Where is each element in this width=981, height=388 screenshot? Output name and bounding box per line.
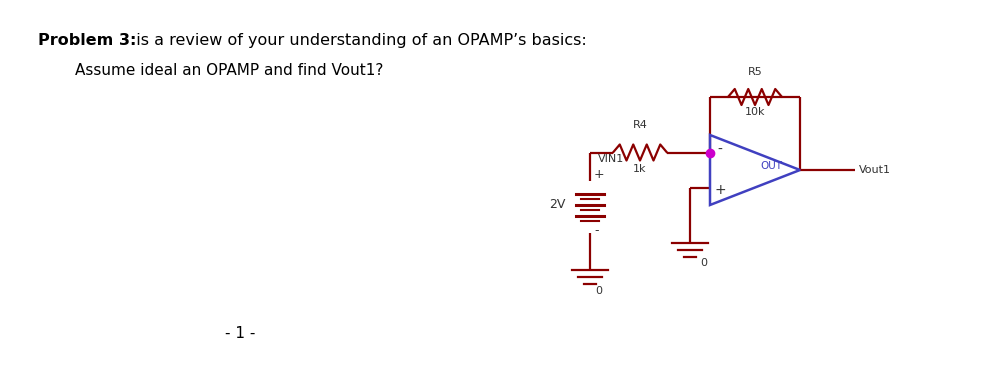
- Text: Problem 3:: Problem 3:: [38, 33, 136, 48]
- Text: 2V: 2V: [549, 199, 566, 211]
- Text: VIN1: VIN1: [598, 154, 624, 165]
- Text: OUT: OUT: [760, 161, 782, 171]
- Text: R5: R5: [748, 67, 762, 77]
- Text: +: +: [714, 184, 726, 197]
- Text: 0: 0: [595, 286, 602, 296]
- Text: -: -: [717, 142, 722, 156]
- Text: 10k: 10k: [745, 107, 765, 117]
- Text: 1k: 1k: [634, 165, 646, 175]
- Text: Vout1: Vout1: [859, 165, 891, 175]
- Text: - 1 -: - 1 -: [225, 326, 255, 341]
- Text: Assume ideal an OPAMP and find Vout1?: Assume ideal an OPAMP and find Vout1?: [75, 63, 384, 78]
- Text: +: +: [594, 168, 604, 181]
- Text: 0: 0: [700, 258, 707, 268]
- Text: R4: R4: [633, 121, 647, 130]
- Text: -: -: [594, 224, 598, 237]
- Text: is a review of your understanding of an OPAMP’s basics:: is a review of your understanding of an …: [126, 33, 587, 48]
